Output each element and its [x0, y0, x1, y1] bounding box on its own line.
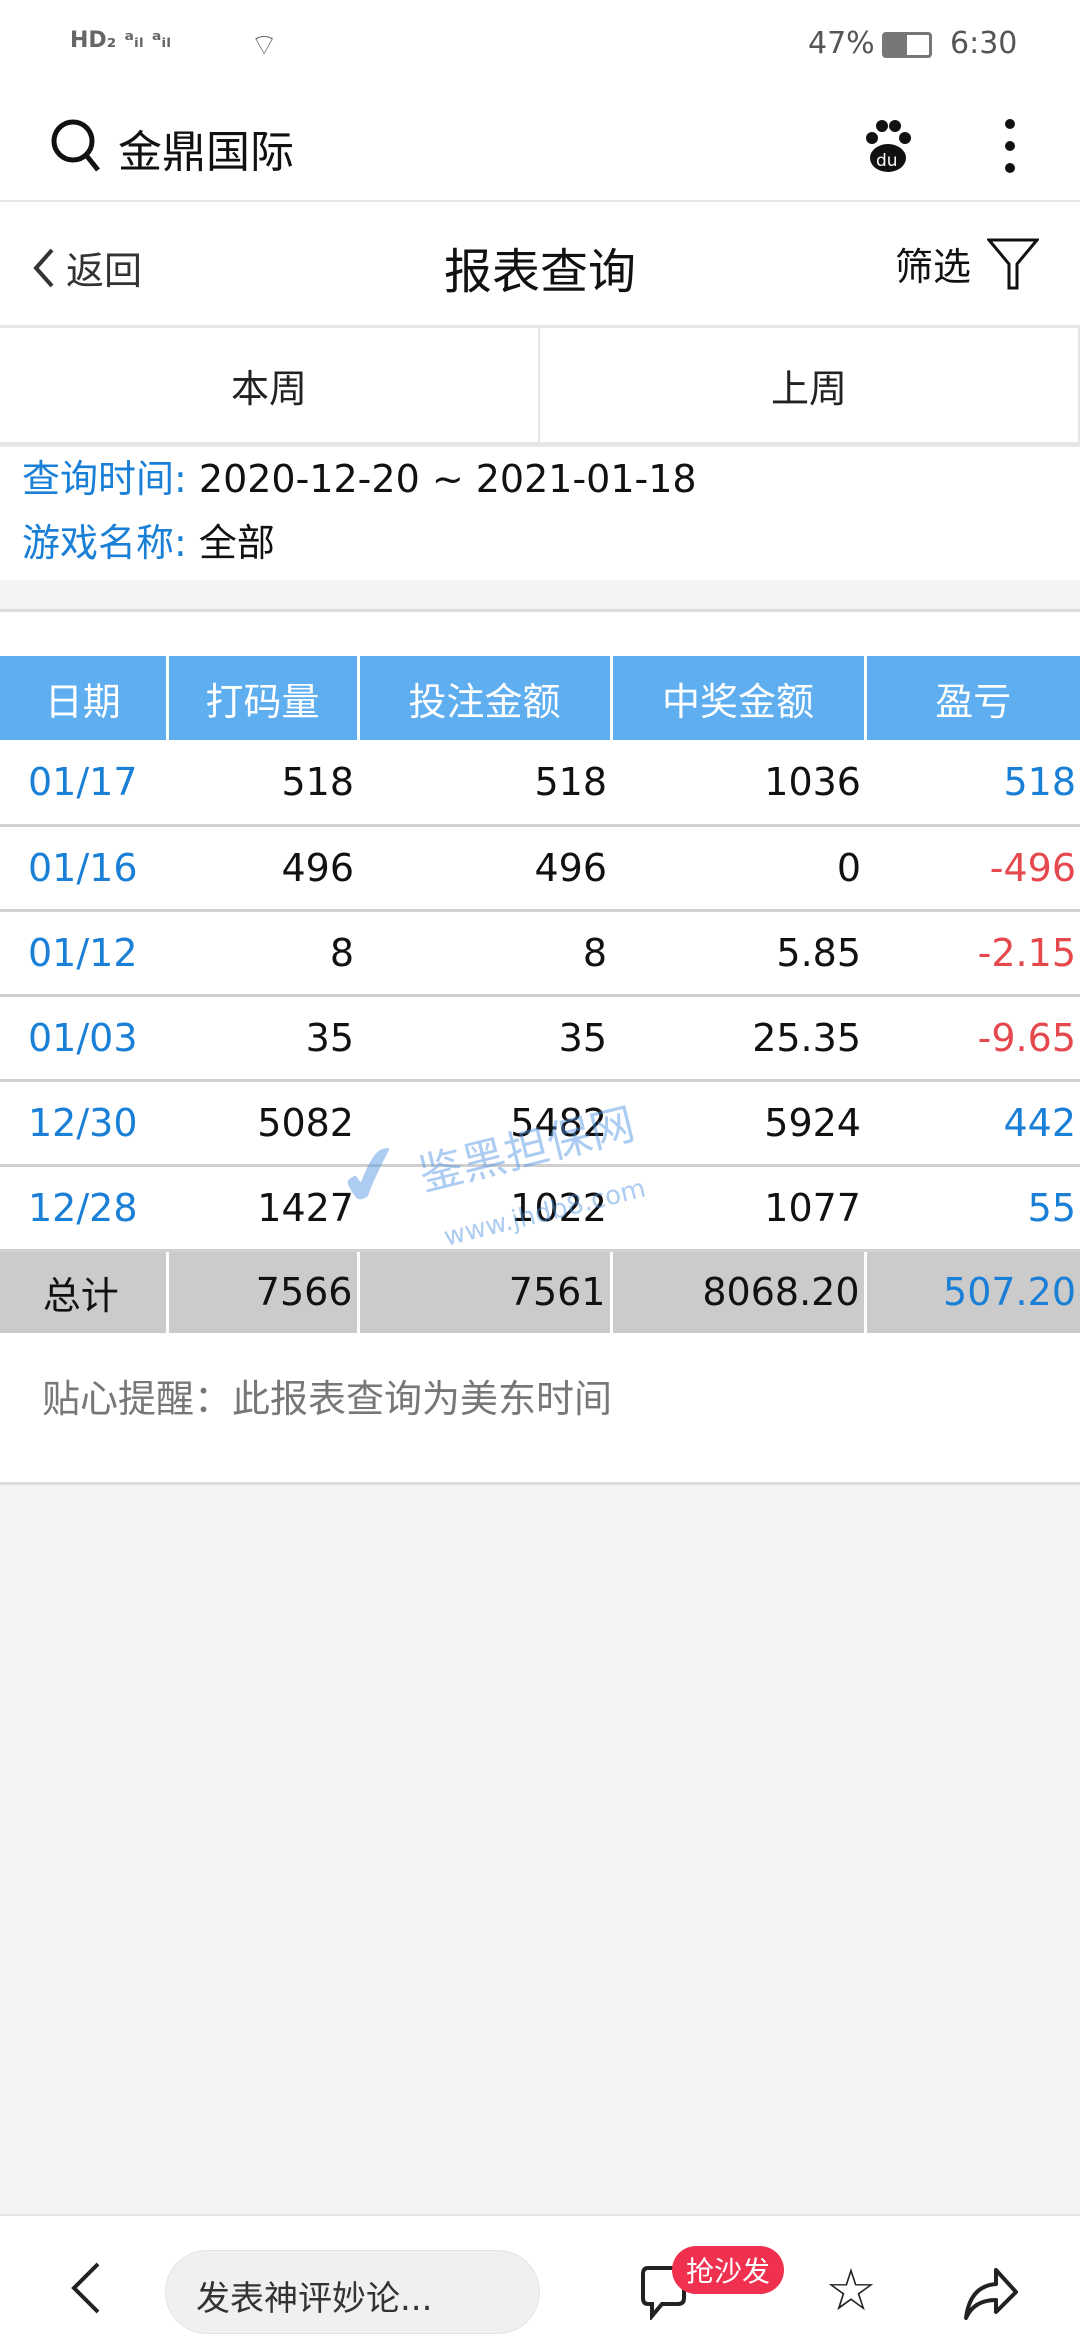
search-icon [51, 119, 100, 172]
comment-input[interactable]: 发表神评妙论... [165, 2250, 540, 2334]
page-title: 报表查询 [443, 244, 636, 300]
total-date: 总计 [0, 1250, 169, 1333]
filter-button[interactable]: 筛选 [895, 236, 1040, 291]
cell-date[interactable]: 01/12 [0, 910, 167, 997]
bottom-toolbar: 发表神评妙论... 抢沙发 ☆ [0, 2214, 1080, 2340]
cell-win: 1036 [611, 740, 865, 827]
cell-turnover: 1427 [167, 1165, 358, 1252]
cell-profit: -9.65 [865, 995, 1080, 1082]
table-row: 12/30 5082 5482 5924 442 [0, 1080, 1080, 1167]
cell-turnover: 8 [167, 910, 358, 997]
star-icon[interactable]: ☆ [825, 2256, 877, 2324]
table-row: 12/28 1427 1022 1077 55 [0, 1165, 1080, 1252]
query-time-label: 查询时间: [22, 457, 187, 501]
column-header-win: 中奖金额 [611, 656, 867, 740]
query-info: 查询时间: 2020-12-20 ~ 2021-01-18 游戏名称: 全部 [0, 447, 1080, 580]
query-time-value: 2020-12-20 ~ 2021-01-18 [198, 457, 697, 501]
cell-bet: 8 [358, 910, 611, 997]
cell-profit: 518 [865, 740, 1080, 827]
funnel-icon [987, 238, 1040, 289]
battery-percent: 47% [808, 26, 875, 61]
battery-icon [882, 32, 932, 58]
hd-icon: HD₂ ᵃᵢₗ ᵃᵢₗ [70, 28, 172, 53]
cell-win: 0 [611, 825, 865, 912]
status-bar: HD₂ ᵃᵢₗ ᵃᵢₗ ⌔ 47% 6:30 [0, 0, 1080, 90]
baidu-paw-icon[interactable]: du [862, 118, 914, 174]
table-row: 01/16 496 496 0 -496 [0, 825, 1080, 912]
cell-date[interactable]: 01/03 [0, 995, 167, 1082]
sofa-badge[interactable]: 抢沙发 [672, 2246, 785, 2294]
search-query[interactable]: 金鼎国际 [118, 127, 294, 178]
total-win: 8068.20 [611, 1250, 867, 1333]
cell-bet: 35 [358, 995, 611, 1082]
tab-this-week[interactable]: 本周 [0, 328, 540, 442]
page-header: 返回 报表查询 筛选 [0, 202, 1080, 328]
cell-profit: -496 [865, 825, 1080, 912]
reminder-note: 贴心提醒：此报表查询为美东时间 [0, 1333, 1080, 1485]
clock: 6:30 [950, 26, 1018, 61]
cell-turnover: 5082 [167, 1080, 358, 1167]
cell-profit: 55 [865, 1165, 1080, 1252]
divider [0, 580, 1080, 612]
total-bet: 7561 [358, 1250, 613, 1333]
report-table: 日期 打码量 投注金额 中奖金额 盈亏 01/17 518 518 1036 518 01… [0, 612, 1080, 1333]
total-turnover: 7566 [167, 1250, 360, 1333]
cell-win: 1077 [611, 1165, 865, 1252]
share-icon[interactable] [962, 2266, 1020, 2320]
cell-date[interactable]: 01/17 [0, 740, 167, 827]
column-header-bet: 投注金额 [358, 656, 613, 740]
table-row: 01/12 8 8 5.85 -2.15 [0, 910, 1080, 997]
total-row: 总计 7566 7561 8068.20 507.20 [0, 1250, 1080, 1333]
tab-last-week[interactable]: 上周 [540, 328, 1080, 442]
table-row: 01/17 518 518 1036 518 [0, 740, 1080, 827]
cell-win: 5924 [611, 1080, 865, 1167]
column-header-date: 日期 [0, 656, 169, 740]
chevron-left-icon [33, 248, 54, 287]
cell-turnover: 35 [167, 995, 358, 1082]
cell-profit: 442 [865, 1080, 1080, 1167]
column-header-turnover: 打码量 [167, 656, 360, 740]
cell-turnover: 518 [167, 740, 358, 827]
wifi-icon: ⌔ [250, 28, 279, 63]
cell-turnover: 496 [167, 825, 358, 912]
svg-text:du: du [876, 151, 898, 171]
cell-bet: 1022 [358, 1165, 611, 1252]
cell-bet: 496 [358, 825, 611, 912]
column-header-profit: 盈亏 [865, 656, 1080, 740]
back-arrow-icon[interactable] [68, 2260, 102, 2316]
cell-win: 5.85 [611, 910, 865, 997]
game-name-label: 游戏名称: [22, 521, 187, 565]
cell-bet: 5482 [358, 1080, 611, 1167]
filter-label: 筛选 [895, 245, 972, 289]
cell-bet: 518 [358, 740, 611, 827]
total-profit: 507.20 [865, 1250, 1080, 1333]
cell-date[interactable]: 01/16 [0, 825, 167, 912]
back-label: 返回 [66, 249, 143, 293]
back-button[interactable]: 返回 [30, 240, 142, 295]
cell-profit: -2.15 [865, 910, 1080, 997]
game-name-value: 全部 [198, 521, 275, 565]
cell-win: 25.35 [611, 995, 865, 1082]
cell-date[interactable]: 12/30 [0, 1080, 167, 1167]
table-row: 01/03 35 35 25.35 -9.65 [0, 995, 1080, 1082]
cell-date[interactable]: 12/28 [0, 1165, 167, 1252]
browser-search-bar[interactable]: 金鼎国际 du [0, 90, 1080, 202]
more-menu-icon[interactable] [1000, 118, 1020, 174]
week-tabs: 本周 上周 [0, 328, 1080, 447]
